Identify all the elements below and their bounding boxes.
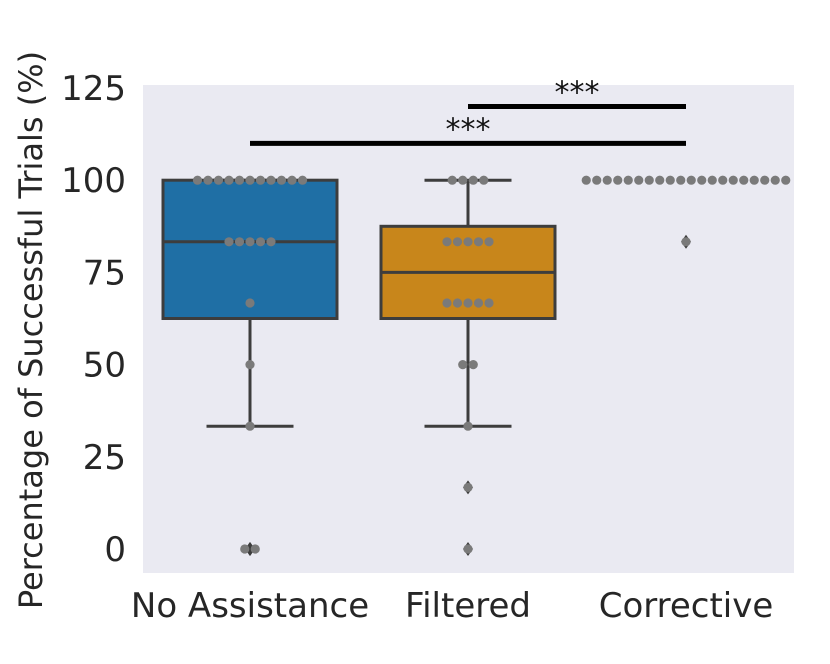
swarm-point — [749, 175, 759, 185]
swarm-point — [192, 175, 203, 185]
swarm-point — [224, 175, 234, 185]
swarm-point — [245, 421, 255, 431]
swarm-point — [245, 237, 255, 247]
swarm-point — [728, 175, 738, 185]
x-tick-labels: No Assistance Filtered Corrective — [131, 586, 773, 626]
swarm-point — [484, 237, 494, 247]
y-tick-label: 125 — [61, 69, 126, 109]
swarm-point — [224, 237, 234, 247]
swarm-point — [463, 421, 473, 431]
significance-label: *** — [555, 75, 600, 110]
swarm-point — [266, 237, 276, 247]
swarm-point — [473, 237, 484, 247]
swarm-point — [676, 175, 686, 185]
y-tick-label: 100 — [61, 161, 126, 201]
swarm-point — [234, 237, 245, 247]
swarm-point — [234, 175, 245, 185]
x-tick-label: No Assistance — [131, 586, 369, 626]
swarm-point — [739, 175, 749, 185]
swarm-point — [245, 175, 255, 185]
y-tick-label: 50 — [83, 346, 126, 386]
swarm-point — [463, 298, 473, 308]
swarm-point — [473, 298, 484, 308]
swarm-point — [707, 175, 717, 185]
swarm-point — [655, 175, 665, 185]
swarm-point — [592, 175, 602, 185]
x-tick-label: Corrective — [599, 586, 774, 626]
swarm-point — [240, 544, 250, 554]
y-tick-label: 0 — [104, 530, 126, 570]
swarm-point — [634, 175, 644, 185]
significance-label: *** — [446, 112, 491, 147]
y-axis-label: Percentage of Successful Trials (%) — [12, 51, 50, 609]
swarm-point — [245, 360, 255, 370]
swarm-points-layer — [192, 175, 791, 554]
swarm-point — [760, 175, 770, 185]
swarm-point — [452, 237, 463, 247]
swarm-point — [276, 175, 287, 185]
swarm-point — [468, 175, 478, 185]
swarm-point — [442, 237, 452, 247]
swarm-point — [623, 175, 633, 185]
swarm-point — [718, 175, 728, 185]
swarm-point — [770, 175, 780, 185]
swarm-point — [458, 175, 468, 185]
swarm-point — [255, 237, 266, 247]
swarm-point — [458, 360, 468, 370]
swarm-point — [463, 544, 473, 554]
swarm-point — [644, 175, 654, 185]
swarm-point — [245, 298, 255, 308]
swarm-point — [665, 175, 675, 185]
swarm-point — [781, 175, 791, 185]
box-iqr — [161, 178, 339, 320]
swarm-point — [686, 175, 696, 185]
x-tick-label: Filtered — [405, 586, 531, 626]
swarm-point — [447, 175, 457, 185]
swarm-point — [255, 175, 266, 185]
y-tick-labels: 0 25 50 75 100 125 — [61, 69, 126, 570]
swarm-point — [287, 175, 297, 185]
swarm-point — [484, 298, 494, 308]
swarm-point — [479, 175, 489, 185]
swarm-point — [297, 175, 308, 185]
swarm-point — [213, 175, 224, 185]
swarm-point — [613, 175, 623, 185]
swarm-point — [681, 237, 691, 247]
swarm-point — [468, 360, 478, 370]
y-tick-label: 25 — [83, 438, 126, 478]
swarm-point — [463, 237, 473, 247]
swarm-point — [463, 482, 473, 493]
swarm-point — [203, 175, 213, 185]
swarm-point — [442, 298, 452, 308]
swarm-point — [250, 544, 260, 554]
swarm-point — [452, 298, 463, 308]
y-tick-label: 75 — [83, 253, 126, 293]
significance-layer: *** *** — [250, 75, 686, 147]
swarm-point — [581, 175, 591, 185]
swarm-point — [266, 175, 276, 185]
swarm-point — [697, 175, 707, 185]
swarm-point — [602, 175, 612, 185]
